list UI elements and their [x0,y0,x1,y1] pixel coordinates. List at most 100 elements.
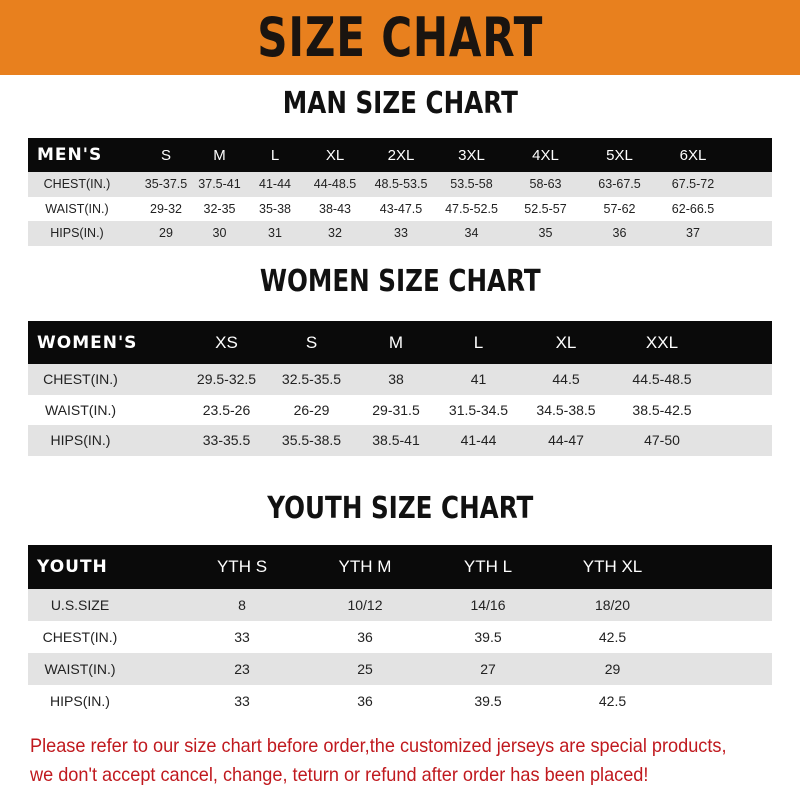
table-cell: 53.5-58 [450,177,493,192]
men-size-table: MEN'S S M L XL 2XL 3XL 4XL 5XL 6XL CHEST(IN.) 35-37… [28,138,772,246]
row-label: HIPS(IN.) [50,432,111,449]
table-cell: 36 [357,693,373,709]
table-row: U.S.SIZE 8 10/12 14/16 18/20 [28,589,772,621]
row-label: U.S.SIZE [50,597,110,613]
table-cell: L [270,146,280,164]
table-cell: 32.5-35.5 [281,371,342,388]
table-cell: 4XL [532,146,559,164]
table-cell: 33-35.5 [202,432,251,449]
table-header-row: YOUTH YTH S YTH M YTH L YTH XL [28,545,772,589]
table-cell: 35-38 [259,201,291,216]
table-row: WAIST(IN.) 23 25 27 29 [28,653,772,685]
table-cell: 63-67.5 [598,177,641,192]
table-cell: 14/16 [470,597,506,613]
table-cell: 3XL [458,146,485,164]
table-cell: 35-37.5 [144,177,188,192]
table-cell: 35 [538,226,553,241]
table-cell: 44-48.5 [313,177,357,192]
table-cell: 41-44 [460,432,497,449]
table-header-row: WOMEN'S XS S M L XL XXL [28,321,772,364]
table-cell: 23.5-26 [202,401,251,418]
table-cell: 30 [212,226,227,241]
banner-title: SIZE CHART [257,6,543,69]
table-cell: 26-29 [293,401,330,418]
table-cell: 38 [388,371,404,388]
table-cell: L [473,332,484,352]
table-row: CHEST(IN.) 35-37.5 37.5-41 41-44 44-48.5 48.5… [28,172,772,197]
table-cell: 31.5-34.5 [448,401,509,418]
table-cell: 44.5-48.5 [632,371,692,388]
table-cell: 62-66.5 [671,201,715,216]
table-cell: 35.5-38.5 [281,432,342,449]
table-cell: 29.5-32.5 [196,371,257,388]
row-label: YOUTH [37,557,108,577]
youth-size-table: YOUTH YTH S YTH M YTH L YTH XL U.S.SIZE 8 10/12… [28,545,772,717]
table-cell: 38.5-42.5 [632,401,692,418]
table-cell: XXL [645,332,679,352]
table-header-row: MEN'S S M L XL 2XL 3XL 4XL 5XL 6XL [28,138,772,172]
table-cell: 29 [159,226,173,241]
table-cell: 27 [480,661,496,677]
table-cell: 29-31.5 [372,401,420,418]
row-label: MEN'S [37,145,103,165]
table-cell: 67.5-72 [671,177,715,192]
table-cell: 39.5 [474,629,502,645]
row-label: WAIST(IN.) [45,201,109,216]
table-row: CHEST(IN.) 33 36 39.5 42.5 [28,621,772,653]
table-cell: 47.5-52.5 [445,201,498,216]
table-cell: 42.5 [598,693,627,709]
row-label: CHEST(IN.) [43,177,111,192]
table-cell: S [305,332,318,352]
table-row: HIPS(IN.) 33-35.5 35.5-38.5 38.5-41 41-44 44-… [28,425,772,456]
table-cell: M [213,146,226,164]
table-cell: 43-47.5 [379,201,423,216]
table-row: HIPS(IN.) 33 36 39.5 42.5 [28,685,772,717]
table-cell: 33 [234,629,250,645]
table-cell: XS [215,332,238,352]
table-cell: 36 [357,629,373,645]
men-section-title: MAN SIZE CHART [282,86,518,121]
women-section-title: WOMEN SIZE CHART [259,264,541,299]
notice-line-2: we don't accept cancel, change, teturn o… [30,764,649,786]
table-cell: S [160,146,171,164]
table-cell: XL [555,332,577,352]
table-cell: 38.5-41 [372,432,420,449]
table-cell: 37.5-41 [198,177,241,192]
table-cell: 39.5 [474,693,502,709]
row-label: WOMEN'S [37,332,138,353]
row-label: CHEST(IN.) [42,629,118,645]
table-cell: 58-63 [529,177,562,192]
table-cell: YTH XL [582,557,643,576]
women-size-table: WOMEN'S XS S M L XL XXL CHEST(IN.) 29.5-32.5 32.5… [28,321,772,456]
table-row: HIPS(IN.) 29 30 31 32 33 34 35 36 37 [28,221,772,246]
row-label: CHEST(IN.) [43,371,118,388]
row-label: HIPS(IN.) [50,693,110,709]
table-cell: 38-43 [319,201,351,216]
table-cell: 42.5 [598,629,627,645]
table-cell: 5XL [606,146,633,164]
table-cell: 33 [394,226,408,241]
table-cell: 32-35 [203,201,236,216]
table-cell: 41-44 [259,177,291,192]
table-cell: 10/12 [347,597,383,613]
table-cell: 44.5 [552,371,580,388]
table-cell: 36 [612,226,627,241]
youth-section-title: YOUTH SIZE CHART [266,491,534,526]
table-cell: 48.5-53.5 [374,177,428,192]
table-cell: 47-50 [644,432,680,449]
table-cell: 41 [470,371,487,388]
table-cell: 57-62 [603,201,636,216]
table-cell: 31 [268,226,282,241]
table-cell: 32 [328,226,342,241]
table-cell: 25 [357,661,373,677]
table-cell: 52.5-57 [524,201,567,216]
table-row: WAIST(IN.) 23.5-26 26-29 29-31.5 31.5-34.5 34… [28,394,772,425]
row-label: HIPS(IN.) [50,226,104,241]
table-row: WAIST(IN.) 29-32 32-35 35-38 38-43 43-47.5 47.… [28,196,772,221]
table-row: CHEST(IN.) 29.5-32.5 32.5-35.5 38 41 44.5 44.5… [28,364,772,395]
table-cell: YTH S [216,557,268,576]
table-cell: YTH M [338,557,392,576]
table-cell: 34.5-38.5 [536,401,596,418]
row-label: WAIST(IN.) [44,661,116,677]
table-cell: 18/20 [594,597,631,613]
